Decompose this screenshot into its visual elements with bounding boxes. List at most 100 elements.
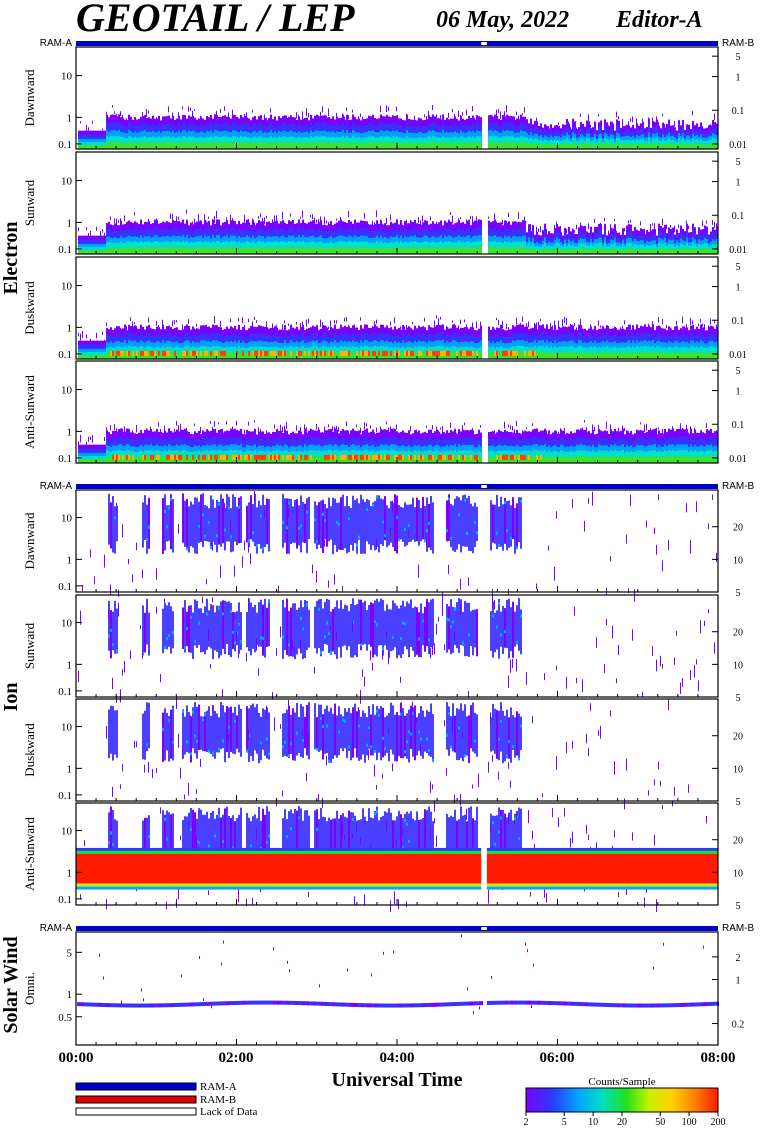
y-tick-label-right: 0.1 xyxy=(732,106,745,117)
colorbar-title: Counts/Sample xyxy=(588,1076,655,1088)
spectrogram-panel xyxy=(78,315,718,359)
spectrogram-panel xyxy=(78,104,718,149)
ram-b-label: RAM-B xyxy=(722,923,755,934)
y-tick-label-right: 5 xyxy=(736,157,741,168)
y-tick-label-right: 0.01 xyxy=(729,350,747,361)
legend-swatch-lack-of-data xyxy=(75,1107,197,1116)
y-tick-label-right: 10 xyxy=(733,868,743,879)
y-tick-label-right: 2 xyxy=(736,953,741,964)
ram-gap xyxy=(481,42,487,45)
ram-a-label: RAM-A xyxy=(40,481,73,492)
ram-strip xyxy=(76,484,718,489)
ram-gap xyxy=(481,927,487,930)
colorbar-tick-label: 5 xyxy=(562,1117,567,1128)
figure-editor: Editor-A xyxy=(615,7,703,33)
y-tick-label: 0.5 xyxy=(58,1012,72,1024)
legend-label-ram-b: RAM-B xyxy=(200,1094,236,1106)
y-tick-label: 0.1 xyxy=(58,244,72,256)
panel-frame xyxy=(75,931,719,1046)
y-tick-label-right: 5 xyxy=(736,52,741,63)
y-tick-label: 0.1 xyxy=(58,686,72,698)
panel-ylabel: Anti-Sunward xyxy=(22,375,37,449)
y-tick-label-right: 0.1 xyxy=(732,420,745,431)
group-label-solar-wind: Solar Wind xyxy=(0,936,22,1033)
y-tick-label-right: 5 xyxy=(736,693,741,704)
panel-ylabel: Anti-Sunward xyxy=(22,817,37,891)
y-tick-label: 1 xyxy=(67,989,73,1001)
y-tick-label-right: 20 xyxy=(733,732,743,743)
y-tick-label: 0.1 xyxy=(58,790,72,802)
y-tick-label: 1 xyxy=(67,867,73,879)
y-tick-label: 1 xyxy=(67,322,73,334)
y-tick-label: 0.1 xyxy=(58,581,72,593)
y-tick-label: 1 xyxy=(67,763,73,775)
panel-ylabel: Dawnward xyxy=(22,512,37,570)
y-tick-label-right: 0.01 xyxy=(729,454,747,465)
y-tick-label-right: 5 xyxy=(736,797,741,808)
figure-title: GEOTAIL / LEP xyxy=(76,0,355,40)
spectrogram-panel xyxy=(76,803,718,913)
y-tick-label-right: 0.01 xyxy=(729,140,747,151)
y-tick-label: 0.1 xyxy=(58,894,72,906)
ram-strip xyxy=(76,41,718,46)
y-tick-label: 10 xyxy=(61,722,73,734)
panel-ylabel: Dawnward xyxy=(22,69,37,127)
y-tick-label: 0.1 xyxy=(58,453,72,465)
y-tick-label-right: 1 xyxy=(736,975,741,986)
spectrogram-panel xyxy=(78,209,718,254)
group-label-ion: Ion xyxy=(0,683,22,712)
panel-ylabel: Duskward xyxy=(22,281,37,335)
y-tick-label: 1 xyxy=(67,554,73,566)
y-tick-label: 1 xyxy=(67,112,73,124)
x-tick-label: 04:00 xyxy=(380,1050,415,1066)
y-tick-label-right: 5 xyxy=(736,366,741,377)
y-tick-label: 10 xyxy=(61,513,73,525)
ram-strip xyxy=(76,926,718,931)
y-tick-label: 1 xyxy=(67,217,73,229)
colorbar-tick-label: 200 xyxy=(711,1117,726,1128)
spectrogram-panels: RAM-A RAM-B 10 1 0.1 5 1 0.1 0.01 Dawnward 10 1 0.1 5… xyxy=(22,38,755,1046)
group-label-electron: Electron xyxy=(0,222,22,295)
spectrogram-panel xyxy=(77,934,719,1014)
y-tick-label-right: 1 xyxy=(736,178,741,189)
y-tick-label-right: 0.1 xyxy=(732,316,745,327)
x-tick-label: 06:00 xyxy=(540,1050,575,1066)
ram-gap xyxy=(481,485,487,488)
y-tick-label: 10 xyxy=(61,281,73,293)
colorbar xyxy=(525,1087,719,1113)
ram-a-label: RAM-A xyxy=(40,38,73,49)
panel-ylabel: Sunward xyxy=(22,179,37,226)
y-tick-label: 10 xyxy=(61,176,73,188)
spectrogram-panel xyxy=(78,420,718,463)
y-tick-label: 10 xyxy=(61,71,73,83)
y-tick-label-right: 10 xyxy=(733,555,743,566)
spectrogram-panel xyxy=(78,596,715,709)
colorbar-tick-label: 20 xyxy=(617,1117,627,1128)
y-tick-label-right: 5 xyxy=(736,262,741,273)
y-tick-label-right: 20 xyxy=(733,628,743,639)
y-tick-label-right: 0.1 xyxy=(732,211,745,222)
x-tick-label: 08:00 xyxy=(701,1050,736,1066)
y-tick-label: 5 xyxy=(67,947,73,959)
x-tick-label: 00:00 xyxy=(59,1050,94,1066)
y-tick-label-right: 10 xyxy=(733,660,743,671)
y-tick-label-right: 20 xyxy=(733,523,743,534)
legend-label-ram-a: RAM-A xyxy=(200,1081,237,1093)
y-tick-label-right: 10 xyxy=(733,764,743,775)
colorbar-tick-label: 50 xyxy=(655,1117,665,1128)
y-tick-label-right: 5 xyxy=(736,588,741,599)
panel-ylabel: Duskward xyxy=(22,723,37,777)
y-tick-label: 10 xyxy=(61,826,73,838)
y-tick-label: 1 xyxy=(67,426,73,438)
y-tick-label-right: 5 xyxy=(736,901,741,912)
y-tick-label-right: 0.2 xyxy=(732,1020,745,1031)
y-tick-label: 0.1 xyxy=(58,349,72,361)
colorbar-ticks: 2 5 10 20 50 100 200 xyxy=(524,1112,726,1128)
spectrogram-panel xyxy=(106,699,689,812)
y-tick-label-right: 1 xyxy=(736,387,741,398)
ram-b-label: RAM-B xyxy=(722,38,755,49)
colorbar-tick-label: 2 xyxy=(524,1117,529,1128)
spectrogram-panel xyxy=(82,490,717,605)
colorbar-tick-label: 100 xyxy=(682,1117,697,1128)
